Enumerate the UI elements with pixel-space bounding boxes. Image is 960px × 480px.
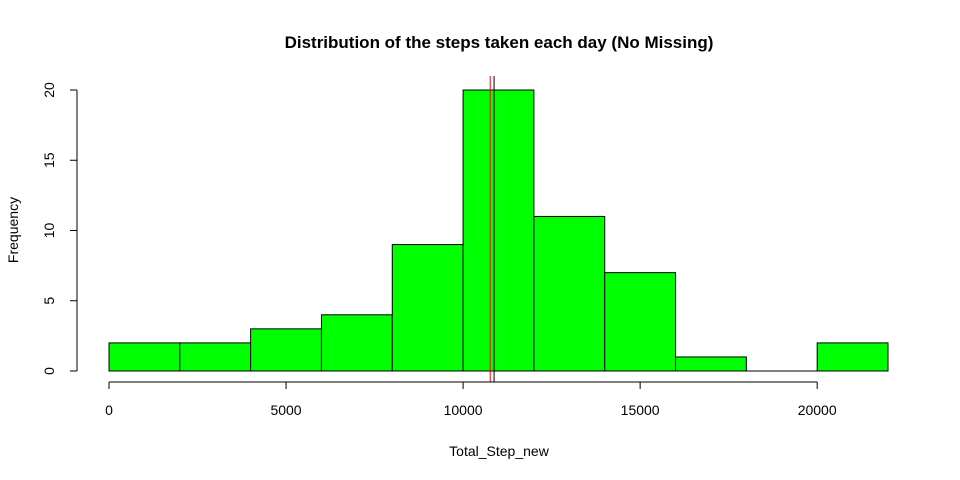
x-tick-label: 5000 [270, 402, 301, 418]
chart-title: Distribution of the steps taken each day… [285, 33, 714, 52]
y-tick-label: 0 [41, 367, 57, 375]
x-tick-label: 0 [105, 402, 113, 418]
histogram-bar-1 [179, 342, 252, 372]
histogram-bar-7 [604, 272, 677, 372]
histogram-bars [108, 89, 889, 372]
reference-lines [489, 76, 495, 382]
histogram-bar-4 [391, 244, 464, 372]
y-axis-label: Frequency [5, 197, 21, 263]
y-tick-label: 10 [41, 223, 57, 239]
x-axis: 0 5000 10000 15000 20000 [105, 381, 837, 418]
x-tick-label: 10000 [444, 402, 483, 418]
y-tick-label: 20 [41, 82, 57, 98]
histogram-bar-5 [462, 89, 535, 372]
x-axis-label: Total_Step_new [449, 443, 550, 459]
y-tick-label: 5 [41, 297, 57, 305]
y-tick-label: 15 [41, 152, 57, 168]
y-axis: 0 5 10 15 20 [41, 82, 78, 375]
x-tick-label: 20000 [798, 402, 837, 418]
histogram-bar-8 [675, 356, 747, 372]
histogram-bar-2 [250, 328, 322, 372]
histogram-bar-0 [108, 342, 181, 372]
histogram-bar-10 [816, 342, 889, 372]
histogram-bar-3 [320, 314, 393, 372]
x-tick-label: 15000 [621, 402, 660, 418]
histogram-bar-6 [533, 215, 606, 372]
